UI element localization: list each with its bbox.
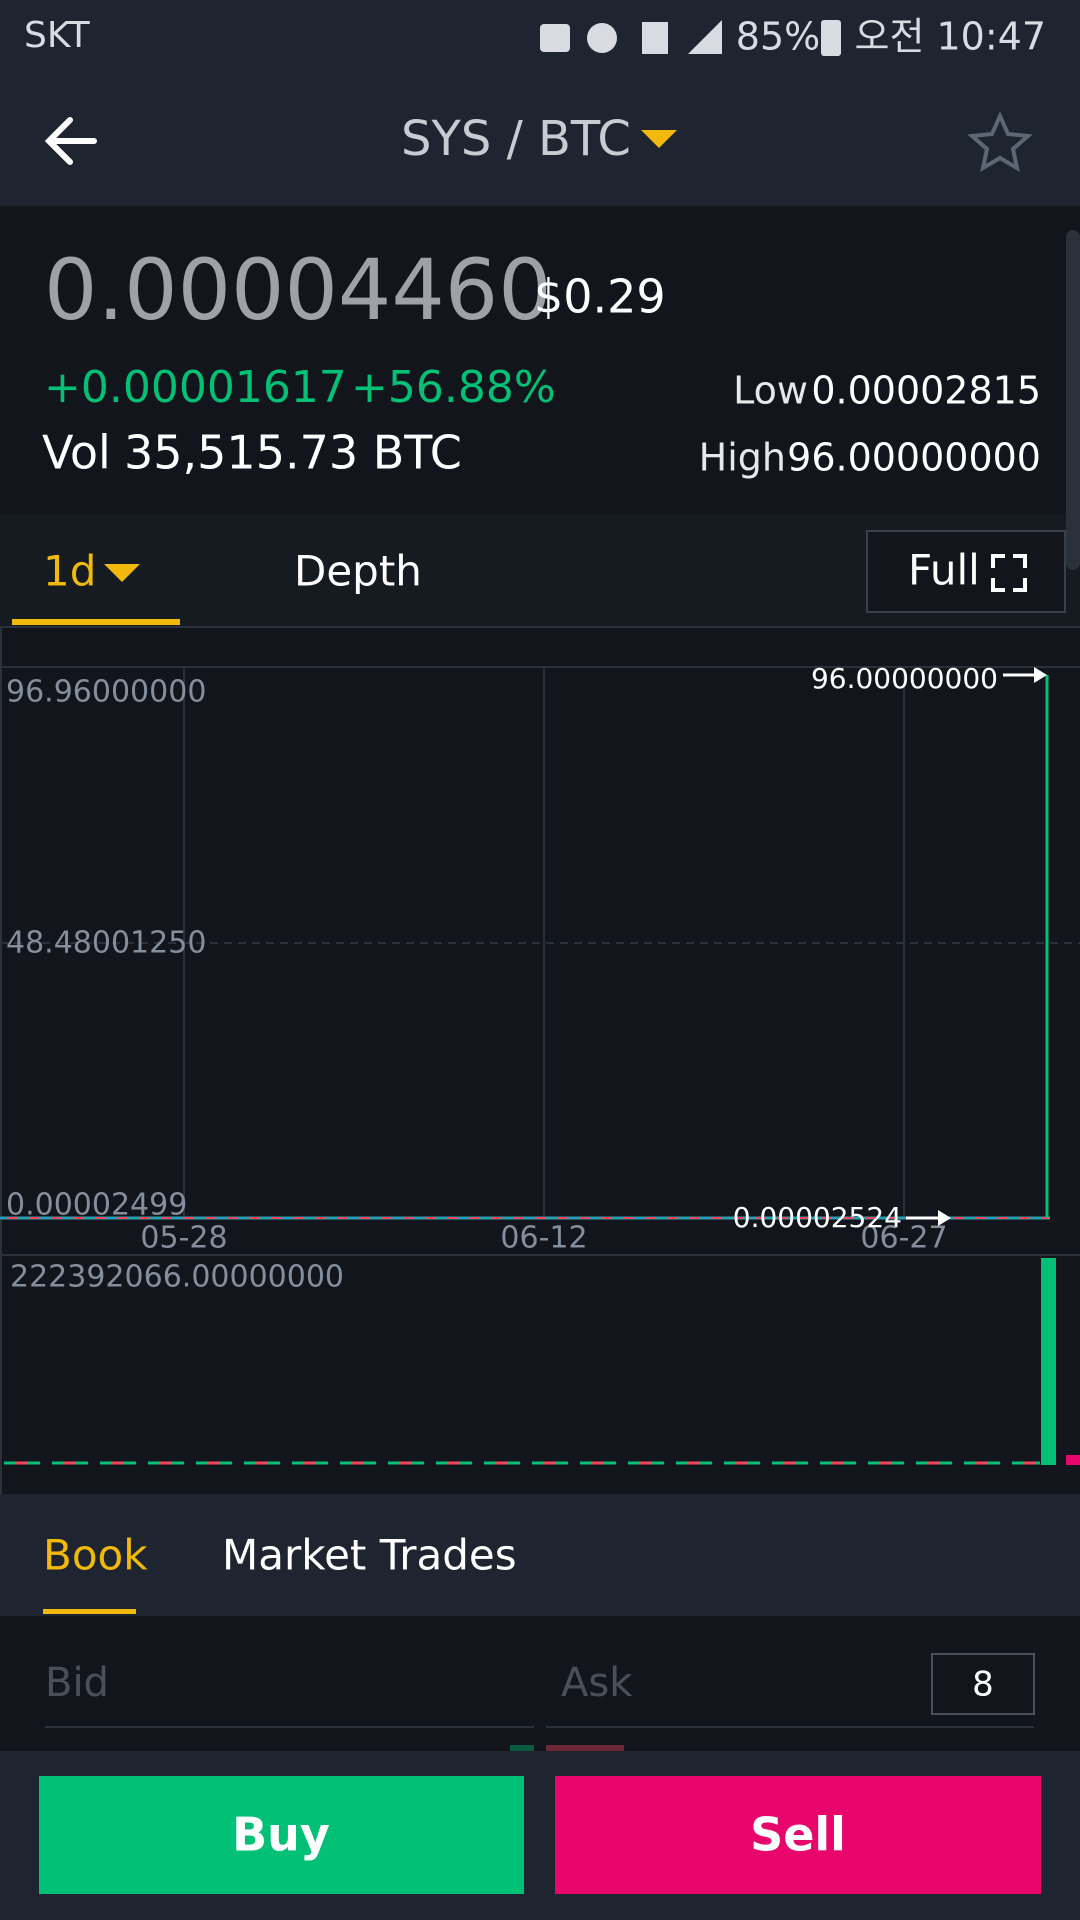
price-axis-label: 48.48001250 (6, 926, 206, 961)
high-value: 96.00000000 (787, 436, 1041, 480)
last-price: 0.00004460 (44, 241, 552, 339)
full-label[interactable]: Full (908, 546, 980, 595)
date-label: 06-12 (500, 1221, 587, 1256)
low-value: 0.00002815 (811, 369, 1041, 413)
market-trades-tab[interactable]: Market Trades (222, 1531, 517, 1580)
volume-value: 35,515.73 BTC (124, 426, 462, 480)
scrollbar (1066, 230, 1080, 570)
usd-price: $0.29 (534, 270, 666, 324)
icon-corner (1013, 554, 1027, 568)
signal-icon (688, 20, 722, 54)
book-underline (43, 1609, 136, 1614)
fullscreen-icon (991, 554, 1027, 592)
book-tab[interactable]: Book (43, 1531, 148, 1580)
last-marker: 0.00002524 (733, 1201, 902, 1234)
battery-icon (821, 20, 841, 56)
marker-arrow-head (938, 1210, 951, 1226)
back-arrow-head (44, 117, 73, 165)
price-change: +0.00001617 (44, 362, 347, 413)
pair-dropdown-arrow[interactable] (641, 130, 677, 148)
high-marker: 96.00000000 (811, 662, 998, 695)
lte-icon (642, 22, 668, 54)
favorite-star[interactable] (967, 111, 1033, 173)
back-button[interactable] (44, 117, 97, 165)
date-label: 05-28 (140, 1221, 227, 1256)
ask-header: Ask (561, 1660, 633, 1706)
depth-value[interactable]: 8 (972, 1665, 994, 1705)
date-label: 06-27 (860, 1221, 947, 1256)
depth-selector[interactable] (931, 1653, 1035, 1715)
battery-level: 85% (736, 15, 820, 59)
sell-button[interactable] (555, 1776, 1041, 1894)
sell-label[interactable]: Sell (750, 1808, 846, 1862)
full-button[interactable] (866, 530, 1066, 613)
pair-title[interactable]: SYS / BTC (401, 111, 631, 167)
volume-axis-label: 222392066.00000000 (10, 1260, 344, 1295)
low-label: Low (733, 369, 808, 413)
price-axis-label: 0.00002499 (6, 1188, 187, 1223)
depth-tab[interactable]: Depth (294, 547, 422, 596)
volume-bar (1066, 1455, 1080, 1465)
bid-depth-bar (510, 1745, 534, 1751)
interval-underline (12, 619, 180, 625)
interval-dropdown-arrow[interactable] (104, 564, 140, 582)
high-label: High (699, 436, 786, 480)
chart-bg (0, 627, 1080, 1494)
status-icons (540, 20, 841, 56)
icon-corner (1013, 578, 1027, 592)
icon-corner (991, 578, 1005, 592)
alarm-icon (587, 23, 617, 53)
chart-grid (0, 627, 1080, 1494)
carrier: SKT (24, 15, 91, 56)
clock: 오전 10:47 (854, 15, 1046, 59)
ticker-bg (0, 206, 1080, 514)
marker-arrow-head (1034, 667, 1047, 683)
buy-button[interactable] (39, 1776, 524, 1894)
ask-depth-bar (546, 1745, 624, 1751)
volume-spike (1041, 1258, 1056, 1465)
icon-corner (991, 554, 1005, 568)
mute-icon (540, 24, 570, 52)
interval-tab[interactable]: 1d (43, 547, 96, 596)
book-tabs-bg (0, 1494, 1080, 1616)
price-axis-label: 96.96000000 (6, 675, 206, 710)
buy-label[interactable]: Buy (232, 1808, 330, 1862)
volume-label: Vol (42, 426, 111, 480)
percent-change: +56.88% (351, 362, 556, 413)
book-bg (0, 1616, 1080, 1751)
bid-header: Bid (45, 1660, 109, 1706)
